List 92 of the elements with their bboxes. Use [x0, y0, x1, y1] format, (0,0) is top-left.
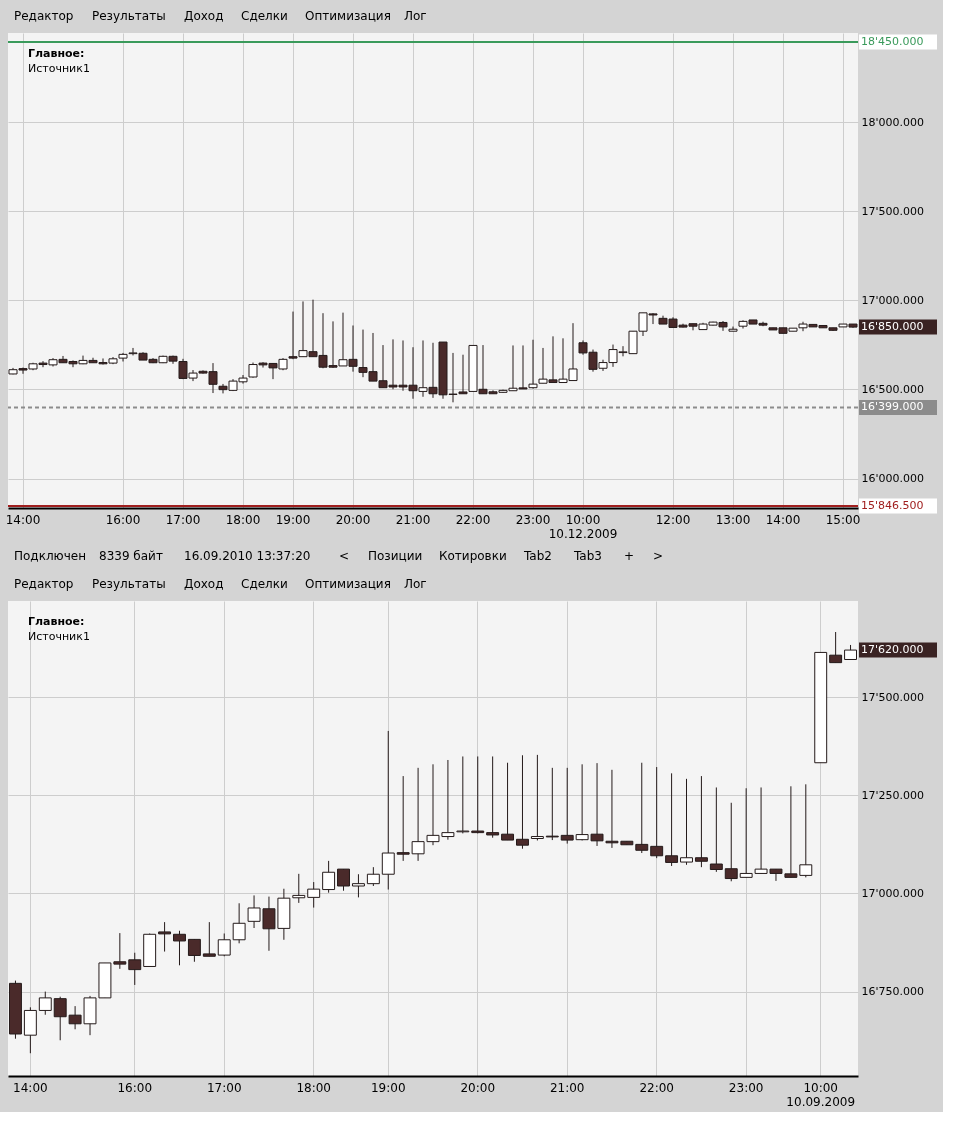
- x-tick-label: 22:00: [639, 1080, 674, 1095]
- candlestick: [322, 860, 336, 894]
- text: Tab3: [573, 549, 602, 563]
- text: Главное:: [28, 615, 85, 628]
- x-tick-label: 17:00: [165, 512, 201, 527]
- y-tick-label: 17'500.000: [861, 204, 925, 218]
- candlestick: [187, 938, 201, 963]
- y-tick-label: 16'500.000: [861, 382, 925, 396]
- text: Редактор: [14, 9, 74, 23]
- candlestick: [307, 881, 321, 909]
- candlestick: [337, 868, 350, 892]
- text: +: [624, 549, 635, 563]
- ref-line-label: 16'399.000: [861, 400, 924, 414]
- x-tick-label: 21:00: [549, 1080, 585, 1095]
- text: Tab2: [523, 549, 552, 563]
- text: Главное:: [28, 47, 85, 60]
- text: Результаты: [92, 9, 166, 23]
- candlestick: [530, 754, 544, 841]
- x-tick-label: 14:00: [13, 1080, 48, 1095]
- y-tick-label: 16'000.000: [861, 472, 925, 486]
- y-tick-label: 17'250.000: [861, 788, 925, 802]
- x-tick-label: 23:00: [728, 1080, 764, 1095]
- x-tick-label: 16:00: [105, 512, 141, 527]
- x-tick-label: 20:00: [460, 1080, 496, 1095]
- candlestick: [545, 767, 559, 841]
- candlestick: [560, 767, 574, 845]
- text: Сделки: [241, 577, 288, 591]
- text: Подключен: [14, 549, 86, 563]
- x-tick-label: 19:00: [275, 512, 311, 527]
- candlestick: [635, 762, 649, 854]
- y-tick-label: 17'000.000: [861, 293, 925, 307]
- candlestick: [486, 755, 500, 839]
- candlestick: [232, 902, 246, 944]
- y-tick-label: 18'000.000: [861, 115, 925, 129]
- text: Источник1: [28, 630, 90, 643]
- candlestick: [351, 873, 365, 898]
- x-tick-label: 21:00: [395, 512, 431, 527]
- ref-line-label: 18'450.000: [861, 34, 924, 48]
- candlestick: [665, 772, 679, 867]
- y-tick-label: 17'500.000: [861, 690, 925, 704]
- candlestick: [516, 754, 529, 850]
- candlestick: [694, 775, 708, 868]
- candlestick: [709, 786, 723, 873]
- text: 17'620.000: [861, 643, 924, 657]
- candlestick: [724, 802, 738, 882]
- x-tick-label: 14:00: [765, 512, 801, 527]
- x-tick-label: 18:00: [296, 1080, 331, 1095]
- x-tick-label: 20:00: [335, 512, 371, 527]
- candlestick: [128, 952, 142, 986]
- candlestick: [456, 755, 470, 834]
- candlestick: [292, 873, 306, 904]
- x-tick-label: 14:00: [5, 512, 41, 527]
- x-tick-label: 13:00: [715, 512, 751, 527]
- candlestick: [829, 631, 843, 664]
- x-tick-label: 22:00: [455, 512, 491, 527]
- text: Лог: [404, 577, 427, 591]
- x-tick-label: 12:00: [655, 512, 691, 527]
- x-tick-label: 10:00 10.09.2009: [786, 1080, 856, 1109]
- text: Оптимизация: [305, 577, 391, 591]
- text: Источник1: [28, 62, 90, 75]
- ref-line-label: 15'846.500: [861, 498, 924, 512]
- text: >: [653, 549, 664, 563]
- candlestick: [650, 766, 664, 859]
- text: 16.09.2010 13:37:20: [184, 549, 311, 563]
- candlestick: [202, 921, 216, 957]
- y-tick-label: 16'750.000: [861, 985, 925, 999]
- candlestick: [680, 778, 693, 866]
- x-tick-label: 23:00: [515, 512, 551, 527]
- text: Доход: [184, 9, 224, 23]
- candlestick: [38, 991, 52, 1016]
- candlestick: [501, 762, 515, 841]
- candlestick: [471, 755, 485, 834]
- text: Доход: [184, 577, 224, 591]
- text: Сделки: [241, 9, 288, 23]
- text: Котировки: [439, 549, 507, 563]
- text: 8339 байт: [99, 549, 163, 563]
- text: Результаты: [92, 577, 166, 591]
- text: Редактор: [14, 577, 74, 591]
- text: <: [339, 549, 350, 563]
- text: Оптимизация: [305, 9, 391, 23]
- text: Позиции: [368, 549, 423, 563]
- text: 16'850.000: [861, 320, 924, 334]
- text: Лог: [404, 9, 427, 23]
- candlestick: [366, 866, 380, 887]
- candlestick: [173, 930, 186, 966]
- x-tick-label: 19:00: [370, 1080, 406, 1095]
- x-tick-label: 16:00: [117, 1080, 153, 1095]
- y-tick-label: 17'000.000: [861, 886, 925, 900]
- x-tick-label: 17:00: [206, 1080, 242, 1095]
- x-tick-label: 15:00: [825, 512, 861, 527]
- x-tick-label: 18:00: [225, 512, 261, 527]
- candlestick: [158, 921, 172, 953]
